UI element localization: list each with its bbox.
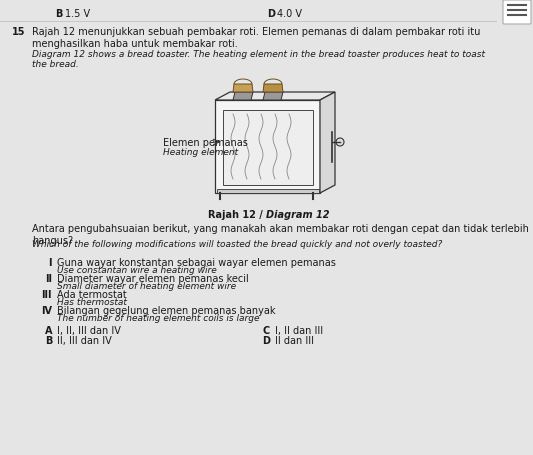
- Text: Guna wayar konstantan sebagai wayar elemen pemanas: Guna wayar konstantan sebagai wayar elem…: [57, 258, 336, 268]
- FancyBboxPatch shape: [503, 1, 531, 25]
- Bar: [217, 190, 319, 193]
- Text: Which of the following modifications will toasted the bread quickly and not over: Which of the following modifications wil…: [32, 239, 442, 248]
- Text: IV: IV: [41, 305, 52, 315]
- Text: I: I: [49, 258, 52, 268]
- Text: Use constantan wire a heating wire: Use constantan wire a heating wire: [57, 265, 217, 274]
- Text: Heating element: Heating element: [163, 148, 238, 157]
- Text: Ada termostat: Ada termostat: [57, 289, 127, 299]
- Text: D: D: [267, 9, 275, 19]
- Text: III: III: [42, 289, 52, 299]
- Text: Rajah 12 menunjukkan sebuah pembakar roti. Elemen pemanas di dalam pembakar roti: Rajah 12 menunjukkan sebuah pembakar rot…: [32, 27, 480, 49]
- Text: 15: 15: [12, 27, 26, 37]
- Polygon shape: [263, 93, 283, 101]
- Text: Bilangan gegelung elemen pemanas banyak: Bilangan gegelung elemen pemanas banyak: [57, 305, 276, 315]
- Text: Diagram 12: Diagram 12: [266, 210, 329, 219]
- Text: 1.5 V: 1.5 V: [65, 9, 90, 19]
- Text: I, II dan III: I, II dan III: [275, 325, 323, 335]
- Text: I, II, III dan IV: I, II, III dan IV: [57, 325, 121, 335]
- Text: C: C: [263, 325, 270, 335]
- Text: Diameter wayar elemen pemanas kecil: Diameter wayar elemen pemanas kecil: [57, 273, 249, 283]
- Text: Small diameter of heating element wire: Small diameter of heating element wire: [57, 281, 236, 290]
- Polygon shape: [233, 93, 253, 101]
- Text: 4.0 V: 4.0 V: [277, 9, 302, 19]
- Circle shape: [336, 139, 344, 147]
- Text: Rajah 12 /: Rajah 12 /: [208, 210, 266, 219]
- Text: D: D: [262, 335, 270, 345]
- Bar: [215, 101, 320, 193]
- Text: The number of heating element coils is large: The number of heating element coils is l…: [57, 313, 260, 322]
- Bar: [223, 111, 313, 186]
- Text: II: II: [45, 273, 52, 283]
- Text: II dan III: II dan III: [275, 335, 314, 345]
- Bar: [509, 11, 525, 12]
- Bar: [509, 16, 525, 17]
- Text: A: A: [44, 325, 52, 335]
- Polygon shape: [263, 85, 283, 93]
- Text: Elemen pemanas: Elemen pemanas: [163, 138, 248, 148]
- Polygon shape: [233, 85, 253, 93]
- Text: B: B: [45, 335, 52, 345]
- Text: B: B: [55, 9, 62, 19]
- Text: Has thermostat: Has thermostat: [57, 298, 127, 306]
- Text: Diagram 12 shows a bread toaster. The heating element in the bread toaster produ: Diagram 12 shows a bread toaster. The he…: [32, 50, 485, 69]
- Text: Antara pengubahsuaian berikut, yang manakah akan membakar roti dengan cepat dan : Antara pengubahsuaian berikut, yang mana…: [32, 223, 529, 245]
- Polygon shape: [320, 93, 335, 193]
- Polygon shape: [215, 93, 335, 101]
- Text: II, III dan IV: II, III dan IV: [57, 335, 112, 345]
- Bar: [509, 6, 525, 7]
